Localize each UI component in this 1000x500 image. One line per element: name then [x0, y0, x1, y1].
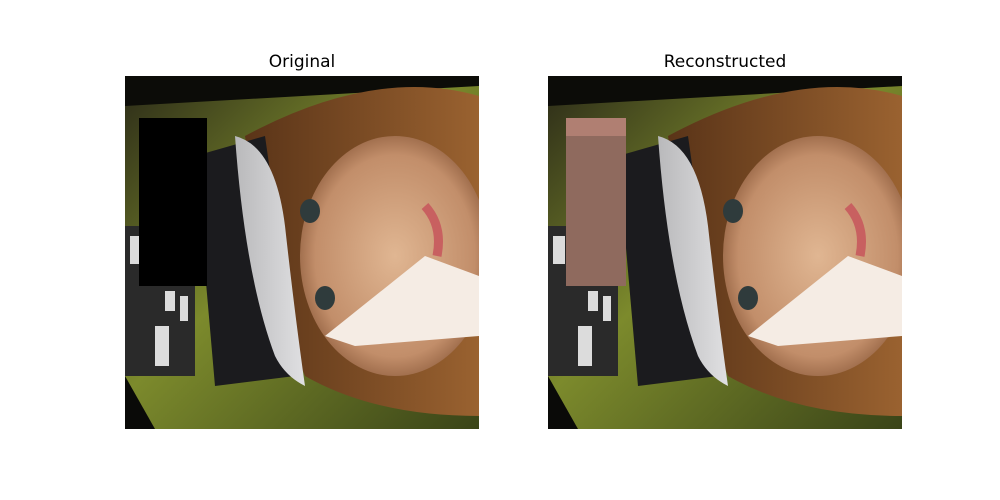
right-panel-title: Reconstructed [663, 52, 787, 72]
left-panel-title: Original [268, 52, 336, 72]
reconstructed-patch [566, 118, 626, 286]
reconstructed-image [548, 76, 902, 429]
mask-rectangle [139, 118, 207, 286]
original-image [125, 76, 479, 429]
